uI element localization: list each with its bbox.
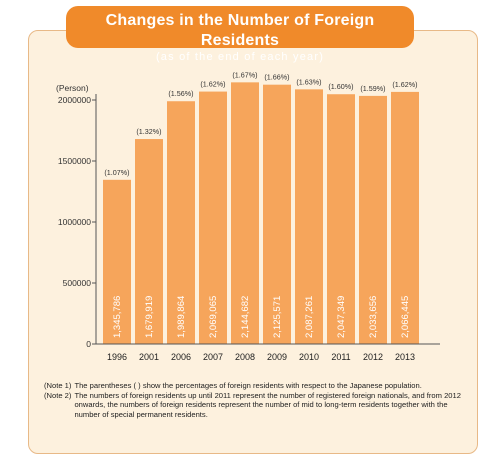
footnote-1-tag: (Note 1) <box>44 381 72 390</box>
percent-label: (1.07%) <box>104 168 129 177</box>
bar-2009 <box>263 84 291 345</box>
footnote-1: (Note 1) The parentheses ( ) show the pe… <box>44 381 474 391</box>
footnote-2: (Note 2) The numbers of foreign resident… <box>44 391 474 420</box>
bar-2013 <box>391 91 419 344</box>
value-label: 2,066,445 <box>400 296 411 338</box>
footnote-2-text: The numbers of foreign residents up unti… <box>74 390 461 419</box>
bar-2012 <box>359 95 387 344</box>
value-label: 2,087,261 <box>304 296 315 338</box>
bar-2011 <box>327 94 355 344</box>
value-label: 2,033,656 <box>368 296 379 338</box>
value-label: 2,144,682 <box>240 296 251 338</box>
percent-label: (1.32%) <box>136 127 161 136</box>
bar-1996 <box>103 179 131 344</box>
chart-subtitle: (as of the end of each year) <box>155 51 325 63</box>
percent-label: (1.63%) <box>296 77 321 86</box>
x-tick-label: 2012 <box>363 352 383 362</box>
x-tick-label: 2008 <box>235 352 255 362</box>
x-tick-label: 2007 <box>203 352 223 362</box>
bar-2008 <box>231 82 259 345</box>
x-tick-label: 1996 <box>107 352 127 362</box>
percent-label: (1.62%) <box>392 80 417 89</box>
y-tick-label: 1500000 <box>58 156 91 166</box>
y-axis-title: (Person) <box>56 83 89 93</box>
value-label: 1,989,864 <box>176 296 187 338</box>
bar-2001 <box>135 139 163 344</box>
y-tick-label: 2000000 <box>58 95 91 105</box>
percent-label: (1.59%) <box>360 84 385 93</box>
percent-label: (1.66%) <box>264 73 289 82</box>
percent-label: (1.56%) <box>168 89 193 98</box>
x-tick-label: 2013 <box>395 352 415 362</box>
y-tick-label: 0 <box>86 339 91 349</box>
value-label: 2,125,571 <box>272 296 283 338</box>
bar-2007 <box>199 91 227 345</box>
title-banner: Changes in the Number of Foreign Residen… <box>66 6 414 63</box>
percent-label: (1.62%) <box>200 80 225 89</box>
x-tick-label: 2006 <box>171 352 191 362</box>
percent-label: (1.60%) <box>328 82 353 91</box>
y-tick-label: 1000000 <box>58 217 91 227</box>
value-label: 2,069,065 <box>208 296 219 338</box>
footnotes: (Note 1) The parentheses ( ) show the pe… <box>44 381 474 419</box>
bar-2010 <box>295 89 323 344</box>
y-tick-label: 500000 <box>63 278 92 288</box>
value-label: 1,345,786 <box>112 296 123 338</box>
x-tick-label: 2009 <box>267 352 287 362</box>
chart-title: Changes in the Number of Foreign Residen… <box>105 12 375 49</box>
footnote-1-text: The parentheses ( ) show the percentages… <box>74 381 422 390</box>
x-tick-label: 2010 <box>299 352 319 362</box>
value-label: 2,047,349 <box>336 296 347 338</box>
x-tick-label: 2011 <box>331 352 350 362</box>
x-tick-label: 2001 <box>139 352 159 362</box>
percent-label: (1.67%) <box>232 70 257 79</box>
bar-2006 <box>167 101 195 344</box>
footnote-2-tag: (Note 2) <box>44 390 72 400</box>
value-label: 1,679,919 <box>144 296 155 338</box>
